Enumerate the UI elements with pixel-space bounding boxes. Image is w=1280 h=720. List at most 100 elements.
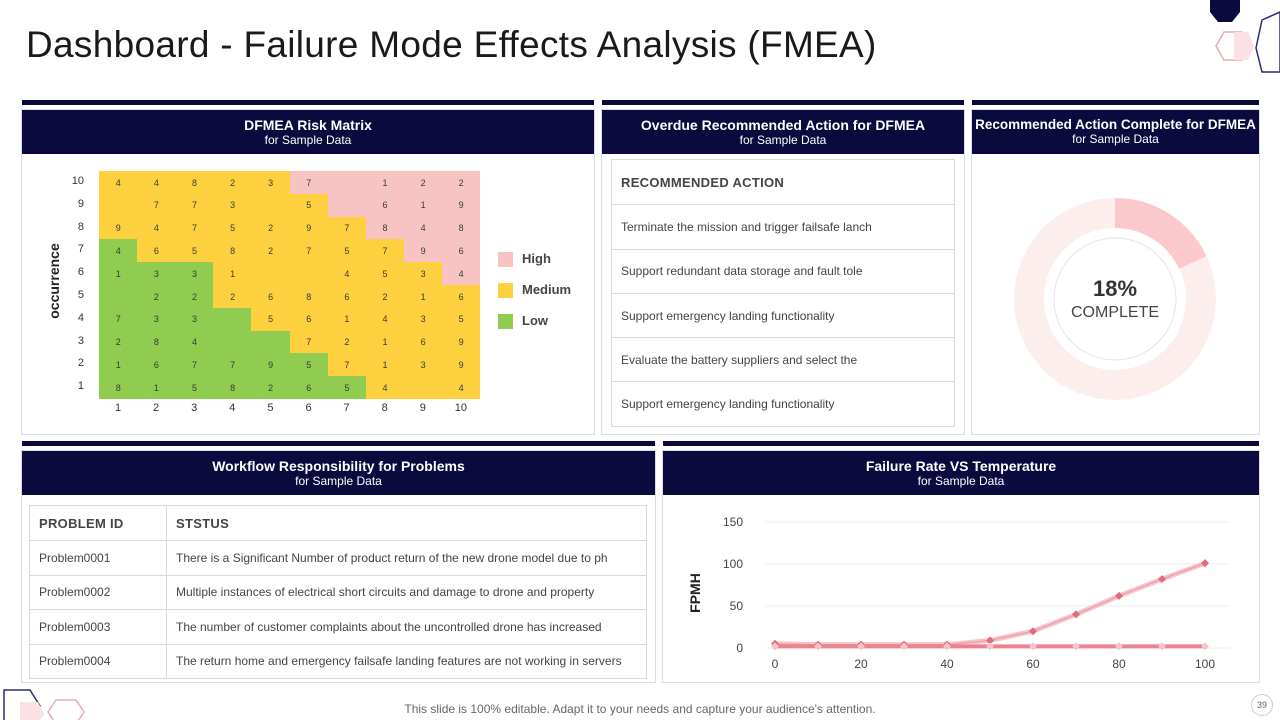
table-row[interactable]: Problem0001 There is a Significant Numbe…	[30, 540, 646, 575]
matrix-cell: 8	[213, 376, 252, 400]
matrix-cell: 6	[441, 239, 481, 263]
matrix-cell: 4	[441, 376, 481, 400]
problem-status: Multiple instances of electrical short c…	[176, 585, 595, 600]
panel-title: Workflow Responsibility for Problems	[212, 458, 465, 474]
matrix-cell: 7	[327, 353, 367, 377]
matrix-cell: 5	[327, 239, 367, 263]
completion-percent: 18%	[1092, 276, 1138, 301]
data-point	[943, 642, 951, 651]
matrix-row-label: 8	[77, 220, 84, 233]
matrix-cell: 2	[365, 285, 405, 309]
donut-inner-ring	[1053, 237, 1177, 361]
matrix-cell: 4	[403, 216, 443, 240]
matrix-cell: 5	[251, 307, 290, 332]
matrix-column-label: 3	[191, 402, 198, 414]
matrix-cell: 1	[403, 193, 443, 218]
matrix-cell: 2	[213, 171, 252, 195]
workflow-table: PROBLEM ID STSTUS Problem0001 There is a…	[29, 505, 647, 679]
series-line-core	[774, 562, 1206, 646]
matrix-cell: 6	[289, 307, 329, 332]
column-header: PROBLEM ID	[30, 506, 167, 541]
data-point	[1072, 642, 1080, 651]
page-title: Dashboard - Failure Mode Effects Analysi…	[26, 24, 877, 65]
panel-header: Recommended Action Complete for DFMEA fo…	[972, 110, 1259, 154]
matrix-cell: 6	[365, 193, 405, 218]
hexagon-pink-fill	[1234, 32, 1254, 60]
matrix-cell: 6	[137, 239, 176, 263]
matrix-cell: 7	[175, 193, 214, 218]
problem-id: Problem0003	[30, 610, 167, 644]
matrix-cell: 4	[365, 307, 405, 332]
matrix-cell: 7	[289, 239, 329, 263]
table-row[interactable]: Terminate the mission and trigger failsa…	[612, 204, 954, 248]
matrix-row-label: 1	[77, 380, 84, 393]
panel-title: Failure Rate VS Temperature	[865, 458, 1057, 474]
table-header-row: PROBLEM ID STSTUS	[30, 506, 646, 541]
panel-accent-bar	[22, 100, 594, 105]
data-point	[986, 636, 994, 645]
matrix-cell: 9	[289, 216, 329, 240]
panel-title: Overdue Recommended Action for DFMEA	[640, 117, 926, 133]
matrix-cell: 3	[251, 171, 290, 195]
matrix-cell: 4	[327, 262, 367, 286]
problem-status: The number of customer complaints about …	[176, 619, 602, 634]
matrix-cell	[251, 262, 290, 286]
legend-label: High	[522, 251, 551, 266]
table-row[interactable]: Support redundant data storage and fault…	[612, 248, 954, 293]
problem-id: Problem0001	[30, 541, 167, 575]
matrix-row-label: 2	[77, 357, 84, 370]
matrix-cell: 3	[213, 193, 252, 218]
table-row[interactable]: Problem0004 The return home and emergenc…	[30, 643, 646, 678]
matrix-column-label: 4	[229, 402, 236, 414]
legend-swatch	[498, 314, 513, 329]
panel-accent-bar	[602, 100, 964, 105]
legend-swatch	[498, 252, 513, 267]
matrix-cell: 8	[289, 285, 329, 309]
x-tick-label: 80	[1112, 657, 1126, 671]
problem-status: The return home and emergency failsafe l…	[176, 654, 622, 669]
matrix-cell: 6	[251, 285, 290, 309]
matrix-cell: 6	[441, 285, 481, 309]
data-point	[900, 642, 908, 651]
x-tick-label: 0	[772, 657, 779, 671]
table-row[interactable]: Evaluate the battery suppliers and selec…	[612, 337, 954, 381]
panel-header: Failure Rate VS Temperature for Sample D…	[663, 451, 1259, 495]
matrix-cell: 7	[327, 216, 367, 240]
matrix-cell: 4	[365, 376, 405, 400]
panel-subtitle: for Sample Data	[295, 474, 382, 488]
series-line	[774, 560, 1206, 648]
matrix-cell: 1	[99, 262, 138, 286]
matrix-cell: 4	[99, 239, 138, 263]
data-point	[1029, 642, 1037, 651]
recommended-action-table: RECOMMENDED ACTION Terminate the mission…	[611, 159, 955, 427]
matrix-column-label: 10	[454, 402, 468, 414]
problem-id: Problem0004	[30, 644, 167, 678]
matrix-cell: 6	[327, 285, 367, 309]
matrix-cell: 1	[327, 307, 367, 332]
hexagon-pink-fill	[20, 702, 44, 720]
matrix-cell: 4	[175, 330, 214, 354]
x-tick-label: 100	[1195, 657, 1215, 671]
data-point	[1115, 591, 1123, 600]
matrix-cell: 5	[175, 376, 214, 400]
data-point	[814, 642, 822, 651]
table-row[interactable]: Problem0002 Multiple instances of electr…	[30, 574, 646, 610]
table-row[interactable]: Support emergency landing functionality	[612, 292, 954, 337]
matrix-row-label: 6	[77, 266, 84, 279]
data-point	[857, 642, 865, 651]
matrix-cell: 6	[403, 330, 443, 354]
matrix-cell: 7	[289, 171, 329, 195]
matrix-cell: 2	[441, 171, 481, 195]
matrix-cell	[289, 262, 329, 286]
table-row[interactable]: Problem0003 The number of customer compl…	[30, 609, 646, 644]
matrix-cell: 3	[403, 353, 443, 377]
matrix-cell: 8	[99, 376, 138, 400]
matrix-cell: 8	[137, 330, 176, 354]
column-header: STSTUS	[176, 515, 230, 531]
matrix-cell: 1	[403, 285, 443, 309]
matrix-cell: 5	[327, 376, 367, 400]
matrix-cell: 1	[137, 376, 176, 400]
matrix-cell: 7	[175, 353, 214, 377]
matrix-cell: 3	[403, 262, 443, 286]
table-row[interactable]: Support emergency landing functionality	[612, 381, 954, 425]
